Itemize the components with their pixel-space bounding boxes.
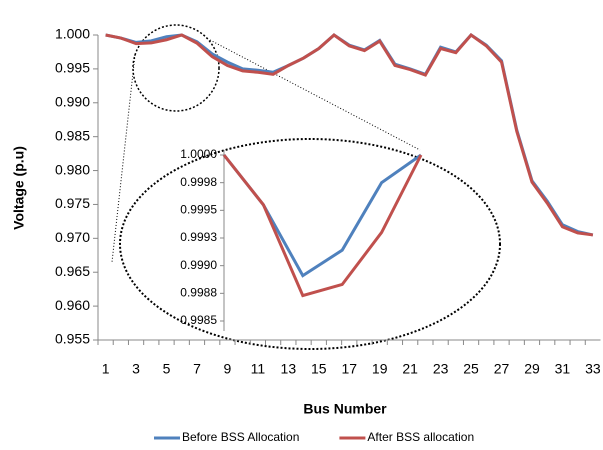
x-tick-label: 19 bbox=[372, 361, 388, 377]
x-tick-label: 25 bbox=[463, 361, 479, 377]
y-tick-label: 1.000 bbox=[55, 26, 90, 42]
inset-y-tick-label: 0.9998 bbox=[180, 175, 217, 189]
y-axis-title: Voltage (p.u) bbox=[11, 146, 27, 230]
series-line bbox=[105, 32, 594, 237]
x-tick-label: 11 bbox=[251, 361, 266, 377]
inset-y-tick-label: 1.0000 bbox=[180, 147, 217, 161]
zoom-ellipse bbox=[119, 138, 501, 350]
inset-series-line bbox=[222, 154, 423, 298]
x-tick-label: 9 bbox=[224, 361, 232, 377]
x-tick-label: 13 bbox=[281, 361, 297, 377]
x-tick-label: 23 bbox=[433, 361, 449, 377]
inset-y-tick-label: 0.9995 bbox=[180, 203, 217, 217]
x-tick-label: 1 bbox=[102, 361, 110, 377]
x-tick-label: 27 bbox=[494, 361, 510, 377]
x-tick-label: 15 bbox=[311, 361, 327, 377]
x-tick-label: 3 bbox=[132, 361, 140, 377]
zoom-connector bbox=[209, 39, 421, 151]
x-tick-label: 31 bbox=[555, 361, 571, 377]
inset-y-tick-label: 0.9985 bbox=[180, 313, 217, 327]
y-tick-label: 0.975 bbox=[55, 195, 90, 211]
zoom-circle bbox=[132, 24, 220, 112]
x-tick-label: 33 bbox=[585, 361, 601, 377]
y-tick-label: 0.995 bbox=[55, 60, 90, 76]
legend-label: Before BSS Allocation bbox=[182, 430, 299, 444]
inset-y-tick-label: 0.9990 bbox=[180, 258, 217, 272]
x-tick-label: 5 bbox=[163, 361, 171, 377]
y-tick-label: 0.985 bbox=[55, 127, 90, 143]
x-axis-title: Bus Number bbox=[303, 401, 387, 417]
legend-label: After BSS allocation bbox=[367, 430, 474, 444]
y-tick-label: 0.960 bbox=[55, 297, 90, 313]
x-tick-label: 29 bbox=[524, 361, 540, 377]
x-tick-label: 17 bbox=[341, 361, 357, 377]
y-tick-label: 0.965 bbox=[55, 263, 90, 279]
x-tick-label: 21 bbox=[402, 361, 418, 377]
x-tick-label: 7 bbox=[193, 361, 201, 377]
y-tick-label: 0.970 bbox=[55, 229, 90, 245]
y-tick-label: 0.990 bbox=[55, 93, 90, 109]
inset-y-tick-label: 0.9988 bbox=[180, 286, 217, 300]
y-tick-label: 0.955 bbox=[55, 331, 90, 347]
inset-y-tick-label: 0.9993 bbox=[180, 230, 217, 244]
y-tick-label: 0.980 bbox=[55, 161, 90, 177]
